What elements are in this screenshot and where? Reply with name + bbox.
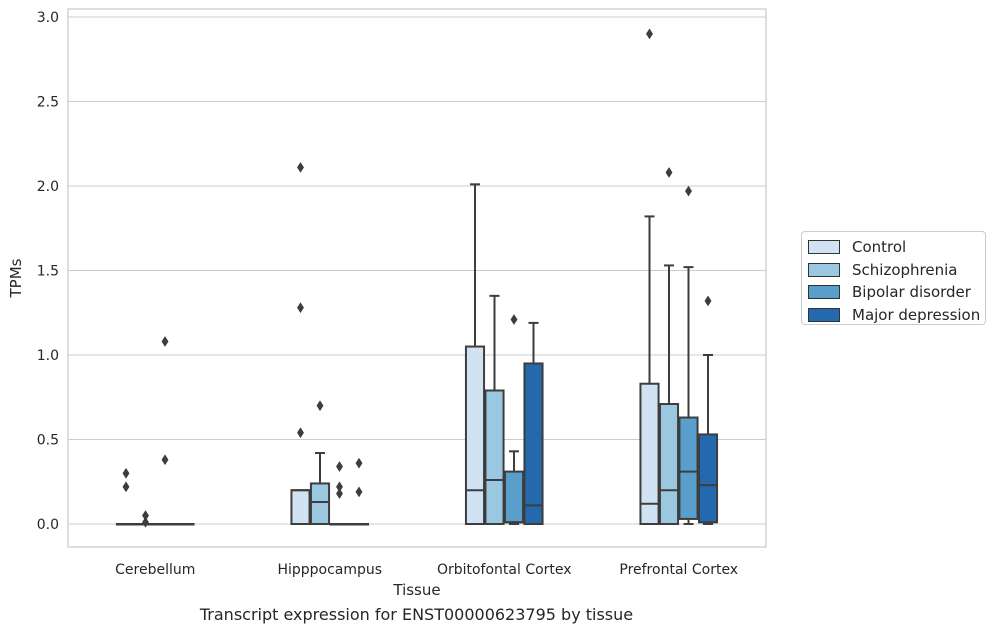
outlier-point bbox=[122, 481, 130, 493]
box-3-1 bbox=[658, 167, 680, 526]
box-1-2 bbox=[329, 461, 350, 526]
legend-item: Control bbox=[808, 236, 985, 259]
legend-swatch bbox=[808, 240, 840, 255]
outlier-point bbox=[297, 427, 304, 439]
outlier-point bbox=[336, 461, 343, 473]
y-tick-label: 3.0 bbox=[37, 10, 59, 26]
legend-item: Schizophrenia bbox=[808, 259, 985, 282]
box bbox=[309, 482, 331, 526]
plot-frame bbox=[67, 8, 767, 548]
x-tick-label: Cerebellum bbox=[115, 562, 195, 578]
legend-label: Bipolar disorder bbox=[852, 283, 971, 302]
outlier-point bbox=[142, 516, 149, 528]
box-3-3 bbox=[697, 295, 719, 525]
outlier-point bbox=[510, 314, 518, 325]
box-2-1 bbox=[484, 294, 505, 525]
box bbox=[484, 389, 505, 525]
legend-item: Bipolar disorder bbox=[808, 281, 985, 304]
legend-swatch bbox=[808, 285, 840, 300]
outlier-point bbox=[665, 167, 673, 178]
outlier-point bbox=[316, 400, 324, 412]
outlier-point bbox=[161, 336, 169, 347]
box bbox=[678, 416, 699, 520]
y-tick-label: 1.0 bbox=[37, 348, 59, 364]
chart-caption: Transcript expression for ENST0000062379… bbox=[199, 605, 634, 624]
box-0-1 bbox=[135, 510, 156, 528]
outlier-point bbox=[297, 161, 304, 173]
box-0-3 bbox=[174, 523, 195, 526]
box bbox=[503, 470, 525, 524]
outlier-point bbox=[355, 457, 363, 469]
box-1-0 bbox=[290, 161, 311, 526]
legend-label: Major depression bbox=[852, 305, 981, 324]
outlier-point bbox=[685, 185, 692, 197]
x-tick-label: Hipppocampus bbox=[277, 562, 382, 578]
outlier-point bbox=[355, 486, 363, 498]
legend-swatch bbox=[808, 262, 840, 277]
legend: Control Schizophrenia Bipolar disorder Majo… bbox=[801, 231, 986, 325]
outlier-point bbox=[646, 28, 653, 40]
gridlines bbox=[68, 16, 766, 525]
box-2-2 bbox=[503, 314, 525, 525]
y-tick-label: 2.0 bbox=[37, 179, 59, 195]
box-0-2 bbox=[154, 336, 176, 526]
box-2-3 bbox=[523, 321, 544, 526]
box-1-1 bbox=[309, 400, 331, 526]
y-tick-label: 0.5 bbox=[37, 433, 59, 449]
x-axis-label: Tissue bbox=[392, 581, 440, 599]
box-0-0 bbox=[115, 467, 137, 526]
y-tick-label: 1.5 bbox=[37, 264, 59, 280]
y-axis-label: TPMs bbox=[7, 258, 25, 298]
box-3-2 bbox=[678, 185, 699, 525]
box bbox=[697, 433, 719, 524]
box bbox=[639, 382, 660, 526]
axes: 0.0 0.5 1.0 1.5 2.0 2.5 3.0 Cerebellum Hipppocam… bbox=[37, 8, 767, 578]
box bbox=[523, 362, 544, 526]
plot-area bbox=[115, 28, 719, 528]
y-tick-label: 0.0 bbox=[37, 517, 59, 533]
legend-label: Control bbox=[852, 238, 907, 257]
x-tick-label: Prefrontal Cortex bbox=[619, 562, 738, 578]
box bbox=[464, 345, 486, 525]
box-3-0 bbox=[639, 28, 660, 526]
box-1-3 bbox=[348, 457, 370, 526]
y-tick-label: 2.5 bbox=[37, 95, 59, 111]
box-2-0 bbox=[464, 183, 486, 525]
legend-item: Major depression bbox=[808, 304, 985, 327]
legend-swatch bbox=[808, 307, 840, 322]
box bbox=[290, 489, 311, 526]
outlier-point bbox=[336, 488, 343, 500]
box bbox=[658, 403, 680, 526]
legend-label: Schizophrenia bbox=[852, 260, 958, 279]
outlier-point bbox=[122, 467, 130, 479]
outlier-point bbox=[161, 454, 169, 466]
x-tick-label: Orbitofontal Cortex bbox=[437, 562, 572, 578]
outlier-point bbox=[297, 302, 304, 314]
outlier-point bbox=[704, 295, 712, 307]
